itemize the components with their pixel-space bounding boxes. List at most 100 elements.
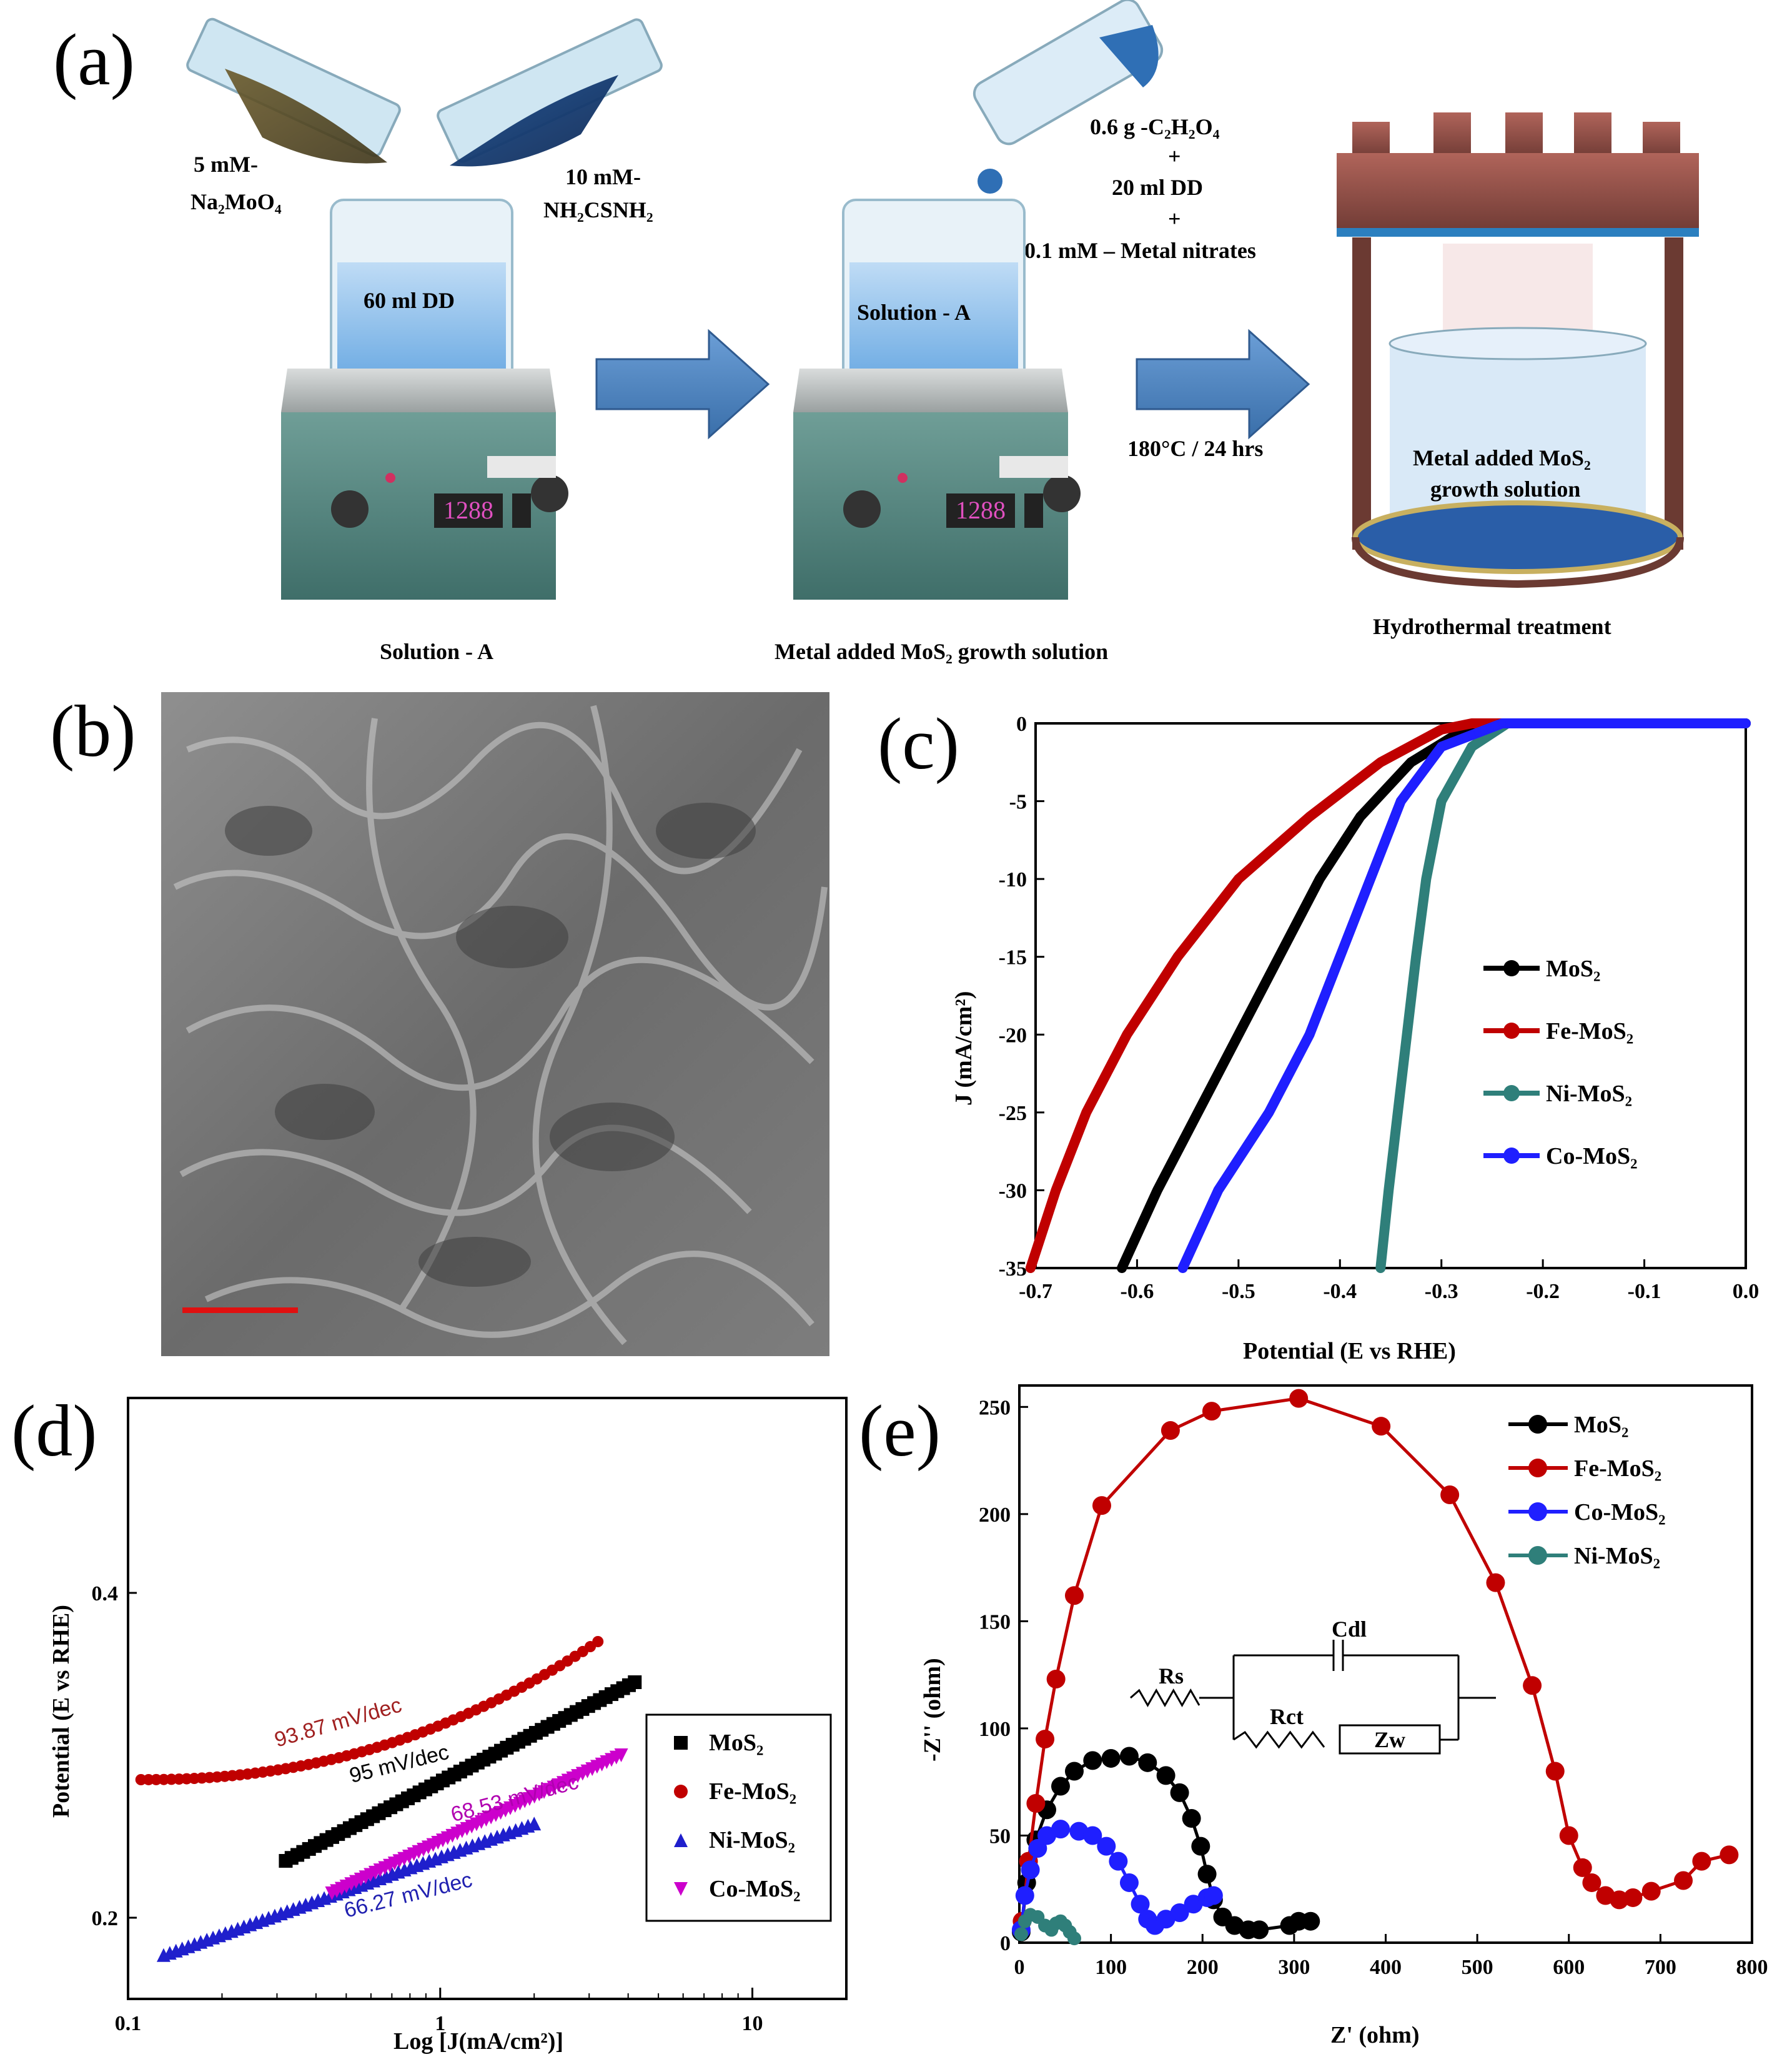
data-point-Co-MoS2 — [1207, 1202, 1215, 1210]
data-point-Co-MoS2 — [1219, 1178, 1227, 1186]
caption-3: Hydrothermal treatment — [1373, 614, 1611, 639]
data-point-Ni-MoS2 — [1378, 1249, 1386, 1257]
data-point-Co-MoS2 — [1437, 743, 1445, 751]
plus-1: + — [1168, 144, 1181, 169]
data-point-Fe-MoS2 — [1091, 1093, 1099, 1101]
data-point-Fe-MoS2 — [1242, 869, 1250, 877]
x-tick-label: 0.0 — [1733, 1280, 1760, 1303]
data-point-Ni-MoS2 — [1421, 883, 1429, 891]
legend-label: MoS₂ — [1574, 1412, 1628, 1438]
data-point-MoS2 — [1125, 1249, 1133, 1257]
data-point-Fe-MoS2 — [1341, 785, 1349, 793]
data-point-Fe-MoS2 — [1064, 1155, 1072, 1163]
data-point-Co-MoS2 — [1119, 1873, 1139, 1892]
legend-label: Ni-MoS₂ — [1574, 1543, 1660, 1569]
display-1: 1288 — [443, 496, 493, 524]
x-tick-label: 0.1 — [115, 2012, 142, 2035]
x-tick-label: -0.5 — [1222, 1280, 1255, 1303]
data-point-MoS2 — [1139, 1217, 1147, 1226]
data-point-Fe-MoS2 — [1128, 1023, 1136, 1031]
data-point-Co-MoS2 — [1405, 786, 1413, 795]
data-point-Fe-MoS2 — [1388, 751, 1397, 760]
data-point-Ni-MoS2 — [1405, 1015, 1413, 1023]
data-point-Co-MoS2 — [1429, 753, 1437, 761]
data-point-Co-MoS2 — [1409, 781, 1417, 789]
x-tick-label: 600 — [1553, 1956, 1585, 1979]
data-point-Ni-MoS2 — [1416, 921, 1424, 929]
y-tick-label: 200 — [979, 1504, 1011, 1527]
data-point-Co-MoS2 — [1342, 937, 1350, 945]
caption-2: Metal added MoS₂ growth solution — [775, 639, 1108, 664]
panel-a: (a) 5 mM- Na₂MoO₄ 10 mM- NH₂CSNH₂ 60 ml — [53, 0, 1699, 664]
cdl-label: Cdl — [1332, 1617, 1367, 1642]
data-point-Fe-MoS2 — [1159, 976, 1167, 984]
data-point-MoS2 — [1392, 775, 1400, 783]
data-point-Ni-MoS2 — [1382, 1217, 1390, 1226]
data-point-Fe-MoS2 — [1119, 1038, 1127, 1046]
data-point-Co-MoS2 — [1462, 733, 1470, 741]
data-point-Ni-MoS2 — [1380, 1233, 1388, 1241]
data-point-Co-MoS2 — [1417, 770, 1425, 778]
rs-label: Rs — [1159, 1663, 1184, 1688]
series-line-Co-MoS2 — [1177, 718, 1751, 1273]
y-tick-label: -10 — [999, 868, 1027, 891]
data-point-MoS2 — [1382, 785, 1390, 793]
legend-label: MoS₂ — [709, 1730, 763, 1756]
data-point-Fe-MoS2 — [1082, 1108, 1091, 1116]
y-tick-label: 0 — [1000, 1932, 1011, 1955]
data-point-Fe-MoS2 — [1623, 1888, 1643, 1907]
data-point-MoS2 — [1161, 1171, 1169, 1179]
data-point-MoS2 — [1324, 863, 1332, 871]
data-point-Ni-MoS2 — [1380, 1225, 1388, 1233]
y-tick-label: 0.4 — [92, 1582, 119, 1605]
data-point-Fe-MoS2 — [1042, 1217, 1050, 1226]
y-tick-label: 0.2 — [92, 1907, 119, 1930]
x-tick-label: -0.7 — [1019, 1280, 1052, 1303]
data-point-Co-MoS2 — [1421, 765, 1429, 773]
legend-marker — [674, 1882, 688, 1896]
data-point-Co-MoS2 — [1289, 1062, 1297, 1070]
data-point-Ni-MoS2 — [1403, 1023, 1412, 1031]
data-point-MoS2 — [1275, 953, 1283, 961]
data-point-Co-MoS2 — [1224, 1171, 1232, 1179]
data-point-Ni-MoS2 — [1440, 791, 1448, 800]
data-point-Ni-MoS2 — [1384, 1194, 1392, 1202]
data-point-Co-MoS2 — [1382, 836, 1390, 844]
data-point-Co-MoS2 — [1320, 992, 1329, 999]
x-tick-label: 1 — [435, 2012, 445, 2035]
data-point-Ni-MoS2 — [1393, 1116, 1401, 1124]
data-point-Ni-MoS2 — [1395, 1093, 1403, 1101]
data-point-Co-MoS2 — [1273, 1093, 1281, 1101]
data-point-Ni-MoS2 — [1401, 1046, 1409, 1054]
data-point-Fe-MoS2 — [1377, 758, 1385, 766]
data-point-Fe-MoS2 — [1039, 1225, 1047, 1233]
data-point-Ni-MoS2 — [1391, 1132, 1399, 1140]
legend-label: Co-MoS₂ — [709, 1876, 801, 1902]
data-point-Fe-MoS2 — [1291, 825, 1299, 833]
data-point-MoS2 — [628, 1675, 642, 1689]
data-point-Ni-MoS2 — [1395, 1101, 1403, 1109]
autoclave-icon — [1337, 112, 1699, 588]
data-point-Fe-MoS2 — [1180, 945, 1188, 953]
x-tick-label: 500 — [1462, 1956, 1493, 1979]
data-point-MoS2 — [1356, 813, 1364, 821]
data-point-Fe-MoS2 — [1073, 1132, 1081, 1140]
data-point-Co-MoS2 — [1182, 1256, 1190, 1264]
data-point-Fe-MoS2 — [1153, 984, 1161, 992]
data-point-Fe-MoS2 — [592, 1636, 604, 1647]
data-point-MoS2 — [1234, 1031, 1242, 1039]
data-point-Fe-MoS2 — [1395, 748, 1403, 756]
data-point-Ni-MoS2 — [1433, 820, 1441, 828]
x-tick-label: -0.3 — [1425, 1280, 1458, 1303]
data-point-Co-MoS2 — [1083, 1826, 1102, 1845]
data-point-Ni-MoS2 — [1377, 1256, 1385, 1264]
data-point-Ni-MoS2 — [1411, 961, 1419, 969]
plot-frame — [127, 1397, 848, 2000]
data-point-Co-MoS2 — [1015, 1886, 1034, 1905]
data-point-MoS2 — [1156, 1766, 1176, 1785]
data-point-MoS2 — [1202, 1093, 1210, 1101]
data-point-Co-MoS2 — [1339, 945, 1347, 953]
data-point-Fe-MoS2 — [1573, 1858, 1592, 1877]
data-point-MoS2 — [1101, 1748, 1121, 1768]
